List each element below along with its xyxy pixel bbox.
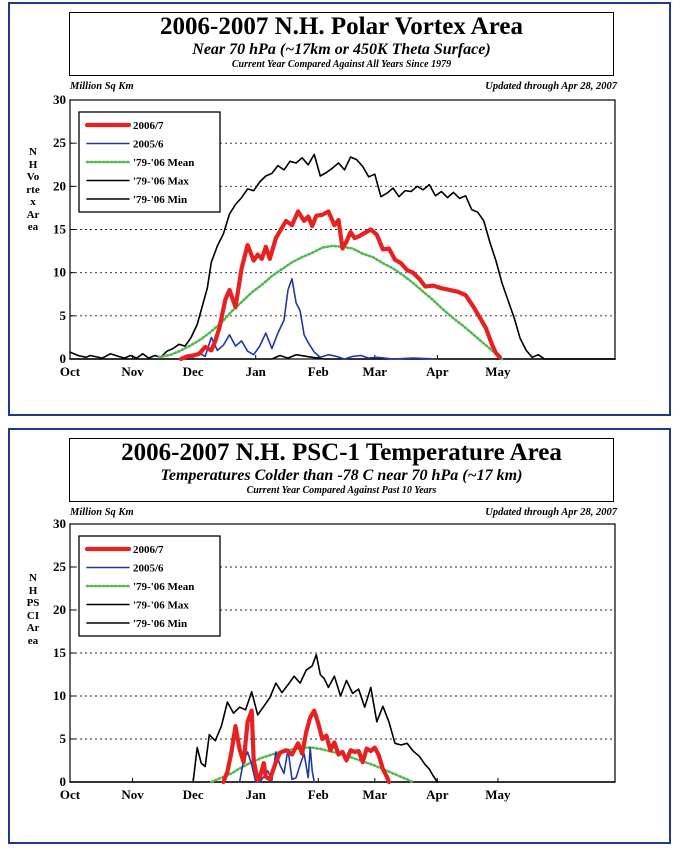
y-tick-label: 25 [53, 559, 67, 574]
x-tick-label: Dec [183, 787, 204, 802]
chart-subtitle: Near 70 hPa (~17km or 450K Theta Surface… [192, 41, 491, 58]
y-tick-label: 15 [53, 222, 67, 237]
updated-label: Updated through Apr 28, 2007 [485, 507, 617, 518]
x-tick-label: Mar [363, 787, 388, 802]
x-tick-label: Nov [121, 787, 144, 802]
legend-label: 2006/7 [133, 120, 164, 132]
vortex-area-plot: 0 5 10 15 20 25 30 Oct Nov Dec Jan Feb Mar Apr May 2006… [53, 92, 616, 379]
y-tick-label: 5 [60, 308, 67, 323]
y-tick-label: 15 [53, 645, 67, 660]
legend-label: '79-'06 Max [133, 176, 189, 188]
x-tick-label: Nov [121, 364, 144, 379]
x-tick-label: May [485, 364, 511, 379]
x-tick-label: Feb [308, 364, 329, 379]
series-line-79-06-max [192, 653, 439, 783]
y-tick-label: 10 [53, 265, 66, 280]
y-axis-label: NH Vortex Area [26, 146, 40, 233]
y-axis-label: NH PSCI Area [26, 572, 40, 647]
x-tick-label: Mar [363, 364, 388, 379]
series-line-2006-7 [178, 209, 502, 362]
series-line-2005-6 [238, 746, 316, 783]
series-line-2006-7 [221, 708, 391, 785]
chart-subtitle-secondary: Current Year Compared Against Past 10 Ye… [246, 485, 437, 496]
chart-title: 2006-2007 N.H. Polar Vortex Area [160, 13, 523, 40]
units-label: Million Sq Km [70, 81, 134, 92]
legend-label: '79-'06 Max [133, 600, 189, 612]
chart-title: 2006-2007 N.H. PSC-1 Temperature Area [121, 439, 562, 466]
legend-label: 2005/6 [133, 139, 164, 151]
legend-label: '79-'06 Min [133, 194, 187, 206]
chart-title-box: 2006-2007 N.H. PSC-1 Temperature Area Te… [69, 438, 614, 502]
y-tick-label: 25 [53, 135, 67, 150]
y-tick-label: 20 [53, 602, 66, 617]
series-line-79-06-max [69, 153, 616, 360]
legend-label: '79-'06 Mean [133, 157, 194, 169]
updated-label: Updated through Apr 28, 2007 [485, 81, 617, 92]
psc-chart-panel: 2006-2007 N.H. PSC-1 Temperature Area Te… [8, 428, 671, 844]
y-tick-label: 0 [60, 351, 67, 366]
x-tick-label: Apr [426, 364, 449, 379]
x-tick-label: Jan [246, 787, 267, 802]
legend-label: '79-'06 Min [133, 618, 187, 630]
chart-subtitle: Temperatures Colder than -78 C near 70 h… [160, 467, 523, 484]
psc-area-plot: 0 5 10 15 20 25 30 Oct Nov Dec Jan Feb Mar Apr May 2006… [53, 516, 616, 802]
series-line-79-06-mean [210, 746, 415, 784]
series-line-79-06-min [69, 353, 616, 360]
units-label: Million Sq Km [70, 507, 134, 518]
x-tick-label: Jan [246, 364, 267, 379]
y-tick-label: 30 [53, 516, 66, 531]
y-tick-label: 5 [60, 731, 67, 746]
y-tick-label: 30 [53, 92, 66, 107]
y-tick-label: 20 [53, 178, 66, 193]
x-tick-label: Oct [60, 364, 81, 379]
y-tick-label: 10 [53, 688, 66, 703]
x-tick-label: Feb [308, 787, 329, 802]
chart-subtitle-secondary: Current Year Compared Against All Years … [231, 59, 452, 70]
vortex-chart-panel: 2006-2007 N.H. Polar Vortex Area Near 70… [8, 2, 671, 416]
x-tick-label: Dec [183, 364, 204, 379]
x-tick-label: May [485, 787, 511, 802]
y-tick-label: 0 [60, 774, 67, 789]
x-tick-label: Oct [60, 787, 81, 802]
series-line-2005-6 [180, 277, 439, 360]
legend-label: 2006/7 [133, 544, 164, 556]
legend-label: 2005/6 [133, 563, 164, 575]
x-tick-label: Apr [426, 787, 449, 802]
chart-title-box: 2006-2007 N.H. Polar Vortex Area Near 70… [69, 12, 614, 76]
legend-label: '79-'06 Mean [133, 581, 194, 593]
